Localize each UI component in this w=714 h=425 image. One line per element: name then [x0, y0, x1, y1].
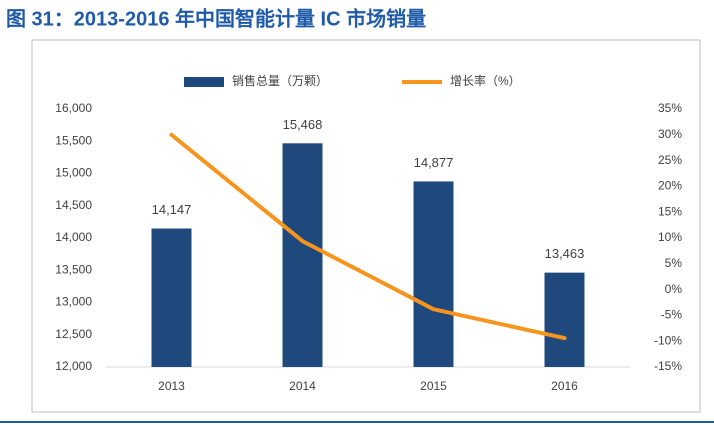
y-tick-label: 14,500 [55, 198, 92, 212]
chart-title: 图 31：2013-2016 年中国智能计量 IC 市场销量 [6, 6, 426, 30]
y-tick-label: 15,000 [55, 166, 92, 180]
y-tick-label: 12,000 [55, 359, 92, 373]
x-tick-label: 2014 [289, 379, 316, 393]
legend-label: 销售总量（万颗） [232, 73, 328, 88]
bar-value-label: 15,468 [283, 117, 323, 132]
legend-swatch [184, 77, 224, 87]
x-tick-label: 2016 [551, 379, 578, 393]
bar-value-label: 14,147 [152, 202, 192, 217]
bar-value-label: 13,463 [545, 246, 585, 261]
y2-tick-label: 10% [658, 230, 682, 244]
y2-tick-label: -10% [654, 333, 682, 347]
y-tick-label: 16,000 [55, 101, 92, 115]
y2-tick-label: 15% [658, 204, 682, 218]
x-tick-label: 2013 [158, 379, 185, 393]
bar [151, 228, 192, 367]
bar [282, 143, 323, 367]
growth-line [169, 132, 567, 341]
y2-tick-label: 30% [658, 127, 682, 141]
y2-tick-label: 35% [658, 101, 682, 115]
y2-tick-label: 0% [665, 282, 683, 296]
y-tick-label: 14,000 [55, 230, 92, 244]
y2-tick-label: -5% [661, 308, 683, 322]
bar [544, 272, 585, 367]
y2-tick-label: -15% [654, 359, 682, 373]
legend-label: 增长率（%） [450, 73, 521, 88]
y-tick-label: 15,500 [55, 133, 92, 147]
x-tick-label: 2015 [420, 379, 447, 393]
y2-tick-label: 20% [658, 179, 682, 193]
bar-value-label: 14,877 [414, 155, 454, 170]
y-tick-label: 13,500 [55, 262, 92, 276]
y2-tick-label: 5% [665, 256, 683, 270]
y-tick-label: 13,000 [55, 295, 92, 309]
bar [413, 181, 454, 367]
chart-frame [31, 39, 701, 413]
y-tick-label: 12,500 [55, 327, 92, 341]
y2-tick-label: 25% [658, 153, 682, 167]
